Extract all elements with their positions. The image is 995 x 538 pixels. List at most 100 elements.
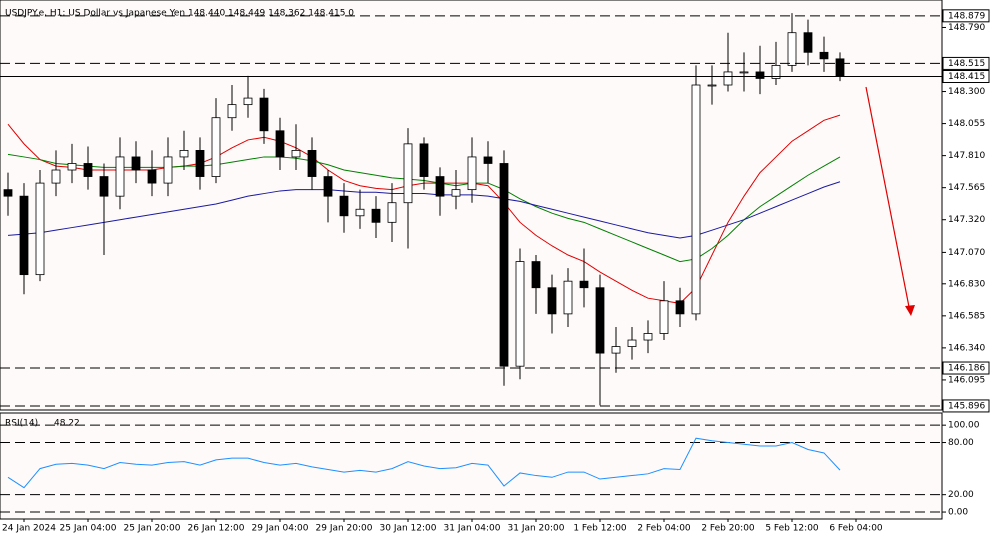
- candle-body: [339, 195, 349, 217]
- candle-body: [803, 32, 813, 53]
- y-tick-label: 100.00: [948, 421, 980, 431]
- candle-body: [307, 149, 317, 177]
- candle-body: [387, 202, 397, 223]
- y-tick-label: 148.790: [948, 23, 985, 33]
- candle-body: [243, 97, 253, 106]
- series-line: [7, 437, 841, 489]
- candle-body: [275, 130, 285, 158]
- candle-body: [547, 287, 557, 315]
- candle-body: [51, 169, 61, 184]
- rsi-title: RSI(14): [5, 419, 38, 429]
- candle-body: [467, 156, 477, 191]
- x-tick-label: 25 Jan 20:00: [124, 524, 181, 534]
- x-tick-label: 31 Jan 20:00: [508, 524, 565, 534]
- candle-body: [147, 169, 157, 184]
- candle-body: [83, 163, 93, 177]
- candle-body: [195, 149, 205, 177]
- level-label: 148.515: [948, 59, 985, 69]
- y-tick-label: 146.095: [948, 375, 985, 385]
- y-tick-label: 146.830: [948, 279, 985, 289]
- candle-body: [691, 84, 701, 315]
- candle-body: [35, 182, 45, 276]
- x-tick-label: 29 Jan 04:00: [252, 524, 309, 534]
- x-tick-label: 2 Feb 04:00: [637, 524, 691, 534]
- x-tick-label: 6 Feb 04:00: [829, 524, 883, 534]
- candle-body: [627, 339, 637, 347]
- y-tick-label: 147.810: [948, 151, 985, 161]
- candle-body: [259, 97, 269, 132]
- candle-body: [99, 176, 109, 197]
- candle-body: [531, 261, 541, 289]
- y-tick-label: 147.320: [948, 215, 985, 225]
- y-tick-label: 20.00: [948, 490, 974, 500]
- x-tick-label: 25 Jan 04:00: [60, 524, 117, 534]
- candle-body: [739, 71, 749, 74]
- x-tick-label: 24 Jan 2024: [2, 524, 56, 534]
- y-tick-label: 147.565: [948, 183, 985, 193]
- candle-body: [3, 189, 13, 197]
- candle-body: [227, 104, 237, 119]
- y-tick-label: 148.300: [948, 87, 985, 97]
- candle-body: [131, 156, 141, 171]
- candle-body: [211, 117, 221, 177]
- y-tick-label: 146.585: [948, 311, 985, 321]
- candle-body: [19, 195, 29, 276]
- candle-body: [483, 156, 493, 164]
- y-tick-label: 148.055: [948, 119, 985, 129]
- level-label: 148.879: [948, 11, 985, 21]
- candle-body: [323, 176, 333, 197]
- x-tick-label: 1 Feb 12:00: [573, 524, 627, 534]
- level-box: [942, 361, 990, 375]
- candle-body: [819, 51, 829, 60]
- level-box: [942, 70, 990, 84]
- y-tick-label: 147.070: [948, 248, 985, 258]
- candle-body: [611, 346, 621, 354]
- candle-body: [403, 143, 413, 204]
- candle-body: [515, 261, 525, 367]
- candle-body: [723, 71, 733, 86]
- arrow-head: [905, 305, 915, 316]
- level-box: [942, 9, 990, 23]
- candle-body: [163, 156, 173, 184]
- candle-body: [835, 58, 845, 77]
- rsi-value: 48.22: [54, 419, 80, 429]
- main-panel: [0, 0, 943, 411]
- chart-header: USDJPY.e, H1: US Dollar vs Japanese Yen …: [5, 9, 354, 19]
- x-tick-label: 2 Feb 20:00: [701, 524, 755, 534]
- y-tick-label: 146.340: [948, 343, 985, 353]
- level-label: 146.186: [948, 364, 985, 374]
- candle-body: [355, 208, 365, 217]
- y-tick-label: 0.00: [948, 508, 968, 518]
- x-tick-label: 5 Feb 12:00: [765, 524, 819, 534]
- x-tick-label: 30 Jan 12:00: [380, 524, 437, 534]
- candle-body: [179, 149, 189, 158]
- candle-body: [707, 84, 717, 87]
- candle-body: [451, 189, 461, 197]
- rsi-panel: [0, 412, 943, 520]
- level-box: [942, 56, 990, 70]
- x-tick-label: 29 Jan 20:00: [316, 524, 373, 534]
- candle-body: [115, 156, 125, 197]
- series-line: [7, 181, 841, 239]
- y-tick-label: 80.00: [948, 438, 974, 448]
- candle-body: [499, 163, 509, 367]
- candle-body: [755, 71, 765, 79]
- candle-body: [419, 143, 429, 177]
- candle-body: [595, 287, 605, 354]
- candle-body: [787, 32, 797, 66]
- candle-body: [579, 280, 589, 289]
- forecast-arrow: [865, 86, 911, 313]
- candle-body: [771, 64, 781, 79]
- candle-body: [67, 163, 77, 171]
- candle-body: [643, 333, 653, 341]
- candle-body: [675, 300, 685, 315]
- x-tick-label: 31 Jan 04:00: [444, 524, 501, 534]
- candle-body: [291, 149, 301, 158]
- level-label: 148.415: [948, 72, 985, 82]
- candle-body: [563, 280, 573, 315]
- candle-body: [371, 208, 381, 223]
- candle-body: [659, 300, 669, 334]
- candle-body: [435, 176, 445, 197]
- level-label: 145.896: [948, 401, 985, 411]
